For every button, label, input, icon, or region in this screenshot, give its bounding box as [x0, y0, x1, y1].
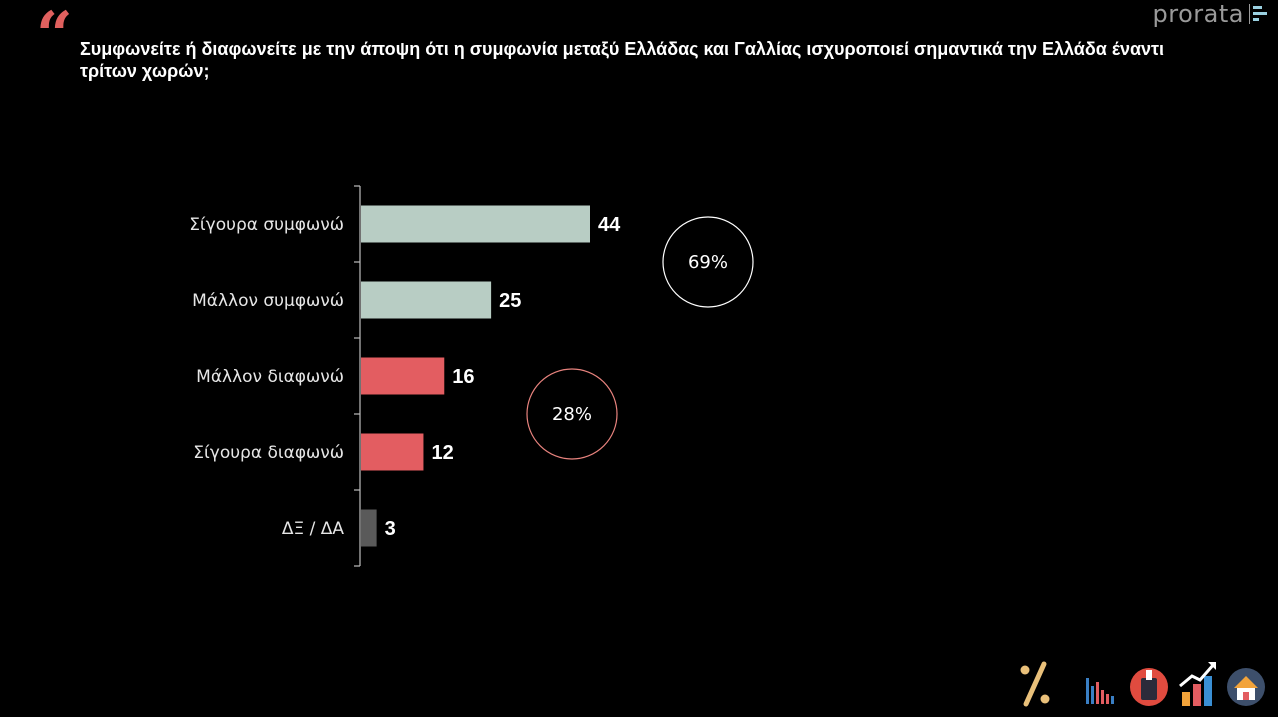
chart-title: Συμφωνείτε ή διαφωνείτε με την άποψη ότι…: [80, 39, 1165, 81]
category-label: Μάλλον συμφωνώ: [192, 291, 344, 311]
bar: [361, 509, 377, 547]
group-total-label: 69%: [688, 252, 728, 273]
bar: [361, 205, 590, 243]
value-label: 44: [598, 214, 621, 236]
group-total-label: 28%: [552, 404, 592, 425]
ballot-box-icon: [1130, 668, 1168, 706]
bars-layer: Σίγουρα συμφωνώ 44 Μάλλον συμφωνώ 25 Μάλλον …: [189, 185, 754, 567]
category-label: ΔΞ / ΔΑ: [282, 519, 345, 539]
bar: [361, 433, 424, 471]
house-icon: [1227, 668, 1265, 706]
value-label: 3: [385, 518, 396, 540]
growth-chart-icon: [1179, 662, 1216, 706]
bar-chart-icon: [1086, 678, 1114, 704]
bar: [361, 281, 492, 319]
value-label: 16: [452, 366, 474, 388]
value-label: 12: [431, 442, 453, 464]
footer-icons: [1020, 661, 1265, 707]
brand-mark-icon: [1250, 4, 1268, 24]
brand-logo-text: prorata: [1152, 0, 1244, 28]
percent-icon: [1020, 661, 1050, 707]
category-label: Σίγουρα διαφωνώ: [193, 443, 344, 463]
quote-mark: “: [36, 0, 73, 73]
group-total-circle: [662, 216, 754, 308]
category-label: Μάλλον διαφωνώ: [196, 367, 344, 387]
group-total-circle: [526, 368, 618, 460]
value-label: 25: [499, 290, 521, 312]
bar: [361, 357, 445, 395]
brand-separator: [1249, 4, 1250, 24]
category-label: Σίγουρα συμφωνώ: [189, 215, 344, 235]
